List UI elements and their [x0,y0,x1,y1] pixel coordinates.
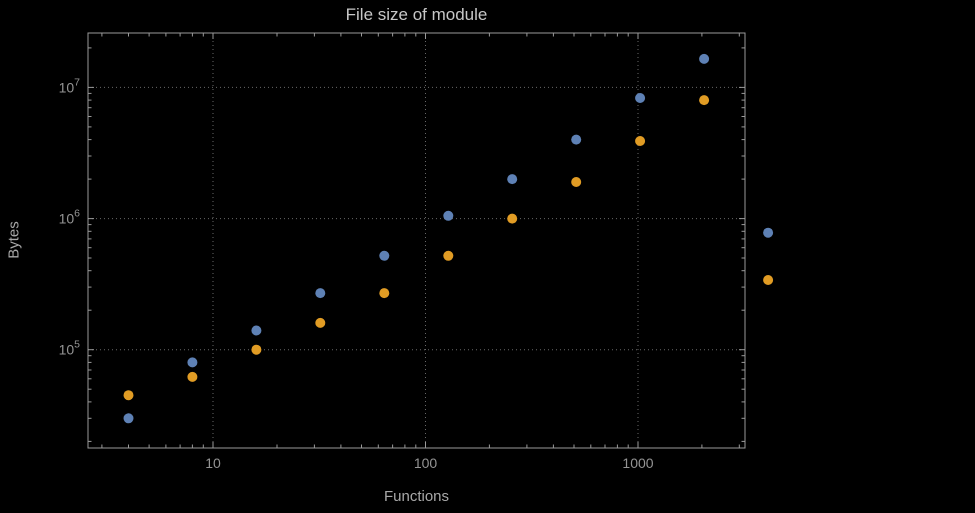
data-point-orange [763,275,774,285]
y-axis-label: Bytes [5,221,23,259]
data-point-orange [315,317,326,328]
chart-title: File size of module [345,5,488,24]
data-point-blue [187,357,198,368]
data-point-blue [635,93,646,103]
data-point-orange [123,390,134,401]
plot-frame [87,32,746,449]
data-point-orange [699,95,710,106]
y-tick-label: 105 [59,339,81,358]
x-axis-label: Functions [383,488,450,505]
data-point-blue [571,134,582,145]
data-point-blue [315,288,326,299]
data-point-orange [443,250,454,261]
x-tick-label: 1000 [622,455,653,471]
data-point-blue [251,325,262,336]
data-point-blue [699,53,710,64]
data-point-blue [443,210,454,221]
y-tick-label: 106 [59,208,81,227]
x-tick-label: 100 [414,455,438,471]
data-point-blue [507,174,518,185]
data-point-orange [379,288,390,299]
data-point-blue [379,250,390,261]
data-point-orange [571,177,582,187]
data-point-orange [187,371,198,382]
data-point-blue [123,413,134,424]
data-point-orange [251,344,262,355]
data-point-orange [635,136,646,146]
y-tick-label: 107 [59,76,81,95]
x-tick-label: 10 [205,455,221,471]
data-point-blue [763,227,774,238]
data-point-orange [507,213,518,224]
